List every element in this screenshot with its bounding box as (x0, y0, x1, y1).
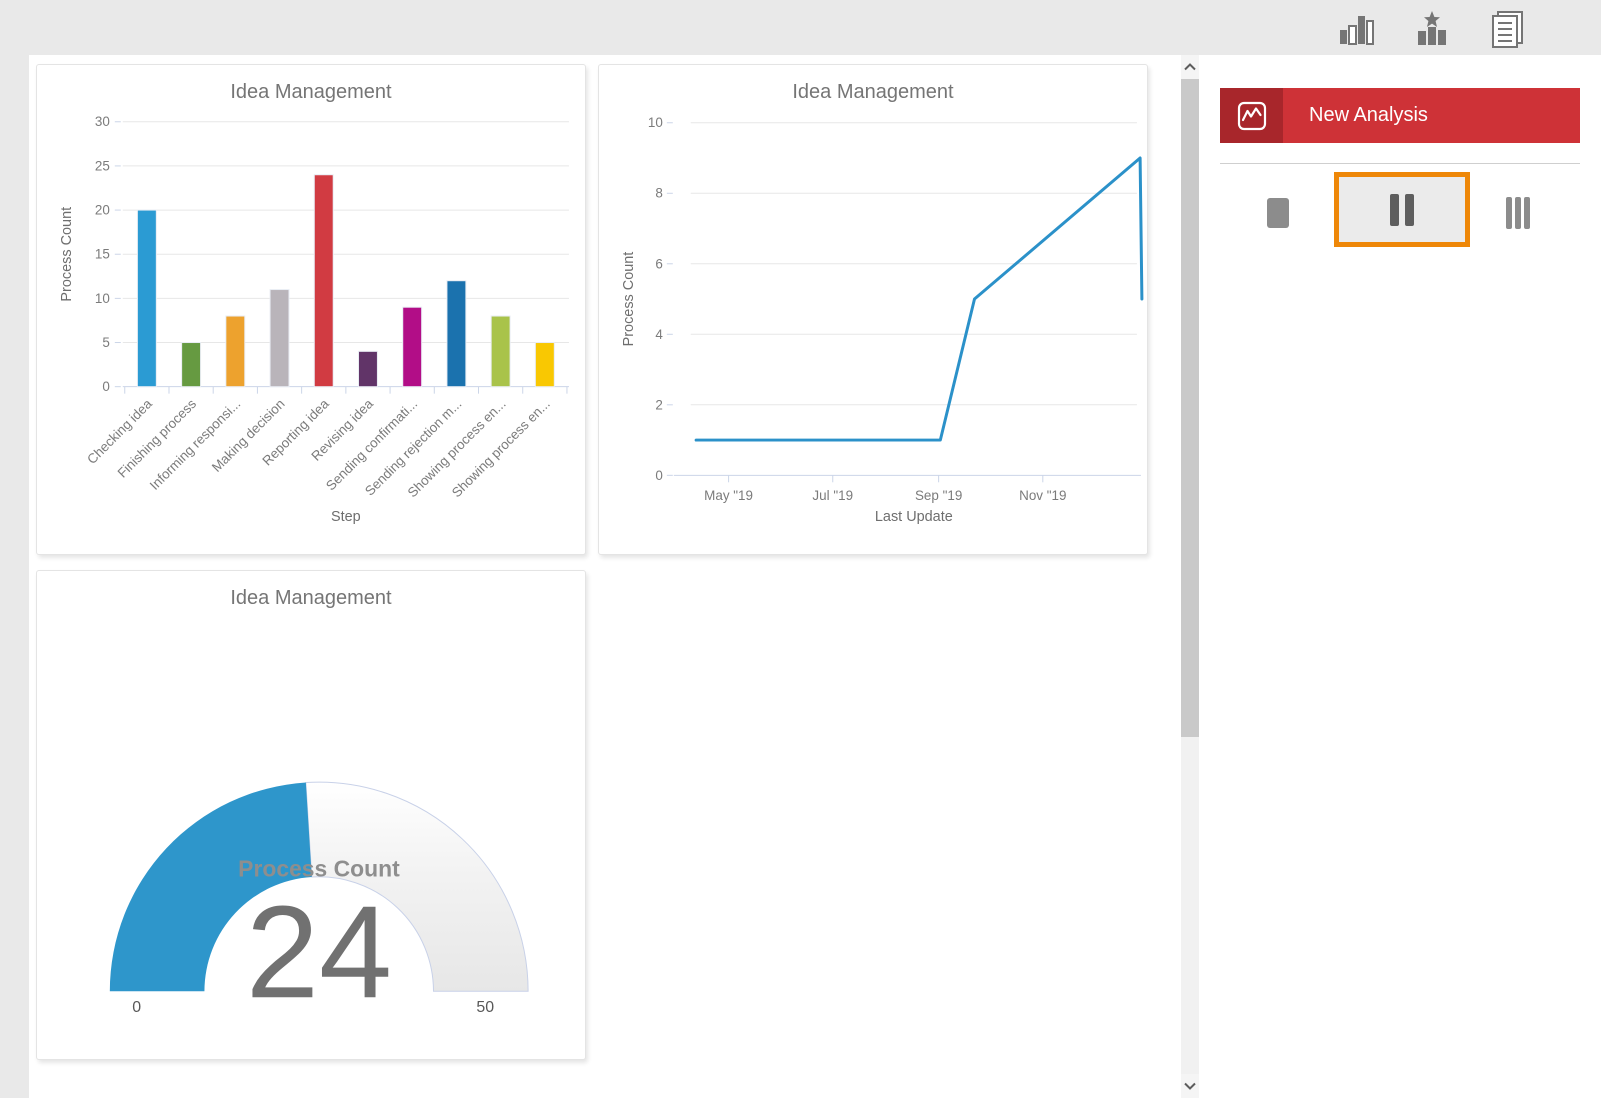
svg-text:30: 30 (95, 114, 110, 129)
gauge-max-label: 50 (476, 999, 494, 1016)
scrollbar-thumb[interactable] (1181, 79, 1199, 737)
top-bar (0, 0, 1601, 55)
gauge-value: 24 (246, 878, 392, 1025)
svg-text:Last Update: Last Update (875, 509, 953, 525)
layout-three-columns-button[interactable] (1498, 193, 1538, 233)
svg-text:Process Count: Process Count (621, 252, 637, 347)
svg-text:0: 0 (102, 379, 109, 394)
layout-toggle-group (1220, 167, 1580, 252)
svg-text:0: 0 (655, 468, 662, 483)
bar-chart-card: 0 5 10 15 20 25 30 Checking idea Finishing proce… (36, 64, 586, 555)
svg-text:Nov "19: Nov "19 (1019, 488, 1066, 503)
gauge-chart-title: Idea Management (230, 587, 392, 609)
new-analysis-label: New Analysis (1309, 104, 1428, 126)
gauge-label: Process Count (238, 856, 400, 882)
toolbar (1333, 6, 1531, 52)
svg-text:6: 6 (655, 256, 662, 271)
svg-text:Jul "19: Jul "19 (812, 488, 853, 503)
left-margin-strip (0, 55, 29, 1098)
svg-text:Finishing process: Finishing process (115, 396, 200, 481)
line-chart-canvas[interactable]: 0 2 4 6 8 10 May "19 Jul "19 Sep "19 Nov "19 Last … (599, 65, 1147, 554)
analysis-chart-icon (1220, 88, 1283, 143)
layout-two-columns-button[interactable] (1334, 172, 1470, 247)
layout-one-column-button[interactable] (1258, 193, 1298, 233)
svg-text:May "19: May "19 (704, 488, 753, 503)
svg-text:Sep "19: Sep "19 (915, 488, 962, 503)
ranking-icon[interactable] (1409, 6, 1455, 52)
svg-text:Step: Step (331, 509, 361, 525)
svg-text:Process Count: Process Count (59, 207, 75, 302)
vertical-scrollbar[interactable] (1181, 55, 1199, 1098)
svg-text:8: 8 (655, 186, 662, 201)
svg-text:4: 4 (655, 327, 663, 342)
svg-text:10: 10 (648, 115, 663, 130)
svg-text:10: 10 (95, 291, 110, 306)
line-chart-title: Idea Management (792, 81, 954, 103)
gauge-canvas[interactable]: Process Count 24 0 50 (37, 571, 585, 1059)
gauge-min-label: 0 (132, 999, 141, 1016)
scroll-down-icon[interactable] (1181, 1074, 1199, 1098)
svg-text:2: 2 (655, 397, 662, 412)
sidebar-divider (1220, 163, 1580, 164)
new-analysis-button[interactable]: New Analysis (1220, 88, 1580, 143)
line-chart-card: 0 2 4 6 8 10 May "19 Jul "19 Sep "19 Nov "19 Last … (598, 64, 1148, 555)
report-icon[interactable] (1485, 6, 1531, 52)
sidebar: New Analysis (1220, 55, 1580, 1098)
svg-text:15: 15 (95, 247, 110, 262)
bar-chart-title: Idea Management (230, 81, 392, 103)
bar-chart-icon[interactable] (1333, 6, 1379, 52)
svg-text:20: 20 (95, 203, 110, 218)
scroll-up-icon[interactable] (1181, 55, 1199, 79)
gauge-card: Process Count 24 0 50 Idea Management (36, 570, 586, 1060)
svg-text:5: 5 (102, 335, 109, 350)
svg-text:25: 25 (95, 158, 110, 173)
